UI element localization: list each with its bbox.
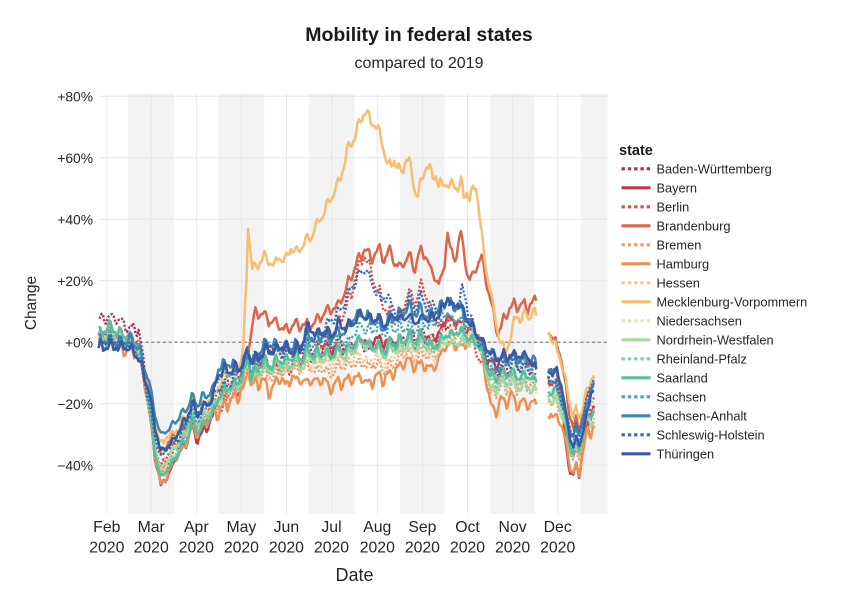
svg-text:Brandenburg: Brandenburg [657, 218, 731, 233]
svg-text:Jun: Jun [274, 519, 299, 536]
svg-text:compared to 2019: compared to 2019 [355, 55, 484, 72]
svg-text:2020: 2020 [89, 539, 124, 556]
svg-text:2020: 2020 [495, 539, 530, 556]
svg-text:Saarland: Saarland [657, 370, 708, 385]
svg-text:+60%: +60% [57, 151, 93, 166]
svg-text:Sachsen-Anhalt: Sachsen-Anhalt [657, 408, 748, 423]
svg-text:Niedersachsen: Niedersachsen [657, 313, 742, 328]
svg-text:2020: 2020 [134, 539, 169, 556]
svg-text:Thüringen: Thüringen [657, 446, 715, 461]
svg-text:Mecklenburg-Vorpommern: Mecklenburg-Vorpommern [657, 294, 808, 309]
svg-text:Date: Date [335, 565, 373, 585]
svg-text:Bremen: Bremen [657, 237, 702, 252]
svg-text:+80%: +80% [57, 90, 93, 105]
svg-text:May: May [226, 519, 256, 536]
svg-text:Jul: Jul [321, 519, 341, 536]
svg-text:2020: 2020 [450, 539, 485, 556]
svg-text:2020: 2020 [314, 539, 349, 556]
svg-text:2020: 2020 [360, 539, 395, 556]
svg-text:Hamburg: Hamburg [657, 256, 710, 271]
svg-text:Bayern: Bayern [657, 180, 698, 195]
svg-text:+0%: +0% [65, 336, 93, 351]
svg-text:2020: 2020 [269, 539, 304, 556]
svg-text:Feb: Feb [93, 519, 120, 536]
svg-text:2020: 2020 [540, 539, 575, 556]
svg-text:state: state [619, 143, 653, 159]
svg-text:Nov: Nov [499, 519, 527, 536]
svg-text:Oct: Oct [455, 519, 480, 536]
svg-text:2020: 2020 [405, 539, 440, 556]
svg-text:Aug: Aug [363, 519, 391, 536]
svg-text:+20%: +20% [57, 274, 93, 289]
svg-text:Baden-Württemberg: Baden-Württemberg [657, 161, 772, 176]
svg-text:+40%: +40% [57, 213, 93, 228]
svg-text:2020: 2020 [224, 539, 259, 556]
svg-text:Mobility in federal states: Mobility in federal states [305, 24, 533, 46]
svg-text:Berlin: Berlin [657, 199, 690, 214]
svg-text:−20%: −20% [57, 397, 93, 412]
svg-text:−40%: −40% [57, 459, 93, 474]
svg-text:Rheinland-Pfalz: Rheinland-Pfalz [657, 351, 747, 366]
svg-text:Change: Change [23, 276, 40, 330]
svg-text:2020: 2020 [179, 539, 214, 556]
svg-text:Nordrhein-Westfalen: Nordrhein-Westfalen [657, 332, 774, 347]
svg-text:Sachsen: Sachsen [657, 389, 707, 404]
svg-text:Hessen: Hessen [657, 275, 700, 290]
svg-text:Apr: Apr [184, 519, 209, 536]
svg-text:Schleswig-Holstein: Schleswig-Holstein [657, 427, 765, 442]
svg-text:Sep: Sep [408, 519, 436, 536]
svg-text:Dec: Dec [544, 519, 572, 536]
svg-text:Mar: Mar [138, 519, 165, 536]
